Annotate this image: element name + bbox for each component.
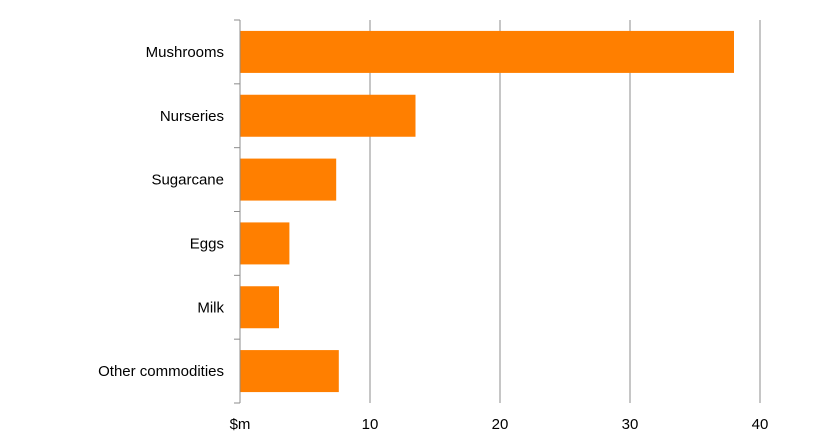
category-label: Eggs (190, 235, 224, 252)
category-labels: Mushrooms Nurseries Sugarcane Eggs Milk Other… (98, 44, 224, 380)
value-axis-tick-labels: $m 10 20 30 40 (230, 416, 769, 433)
x-tick-label: 30 (622, 416, 639, 433)
bar (240, 158, 337, 201)
category-label: Sugarcane (151, 172, 224, 189)
category-label: Mushrooms (146, 44, 224, 61)
x-tick-label: 10 (362, 416, 379, 433)
category-label: Other commodities (98, 363, 224, 380)
bar (240, 94, 416, 137)
category-label: Milk (197, 299, 224, 316)
category-label: Nurseries (160, 108, 224, 125)
x-tick-label: 40 (752, 416, 769, 433)
bar (240, 30, 734, 73)
x-tick-label: 20 (492, 416, 509, 433)
x-tick-label: $m (230, 416, 251, 433)
bars (240, 30, 734, 393)
bar (240, 222, 290, 265)
bar (240, 350, 339, 393)
category-axis (234, 19, 241, 404)
grid-lines (369, 20, 761, 403)
bar (240, 286, 279, 329)
